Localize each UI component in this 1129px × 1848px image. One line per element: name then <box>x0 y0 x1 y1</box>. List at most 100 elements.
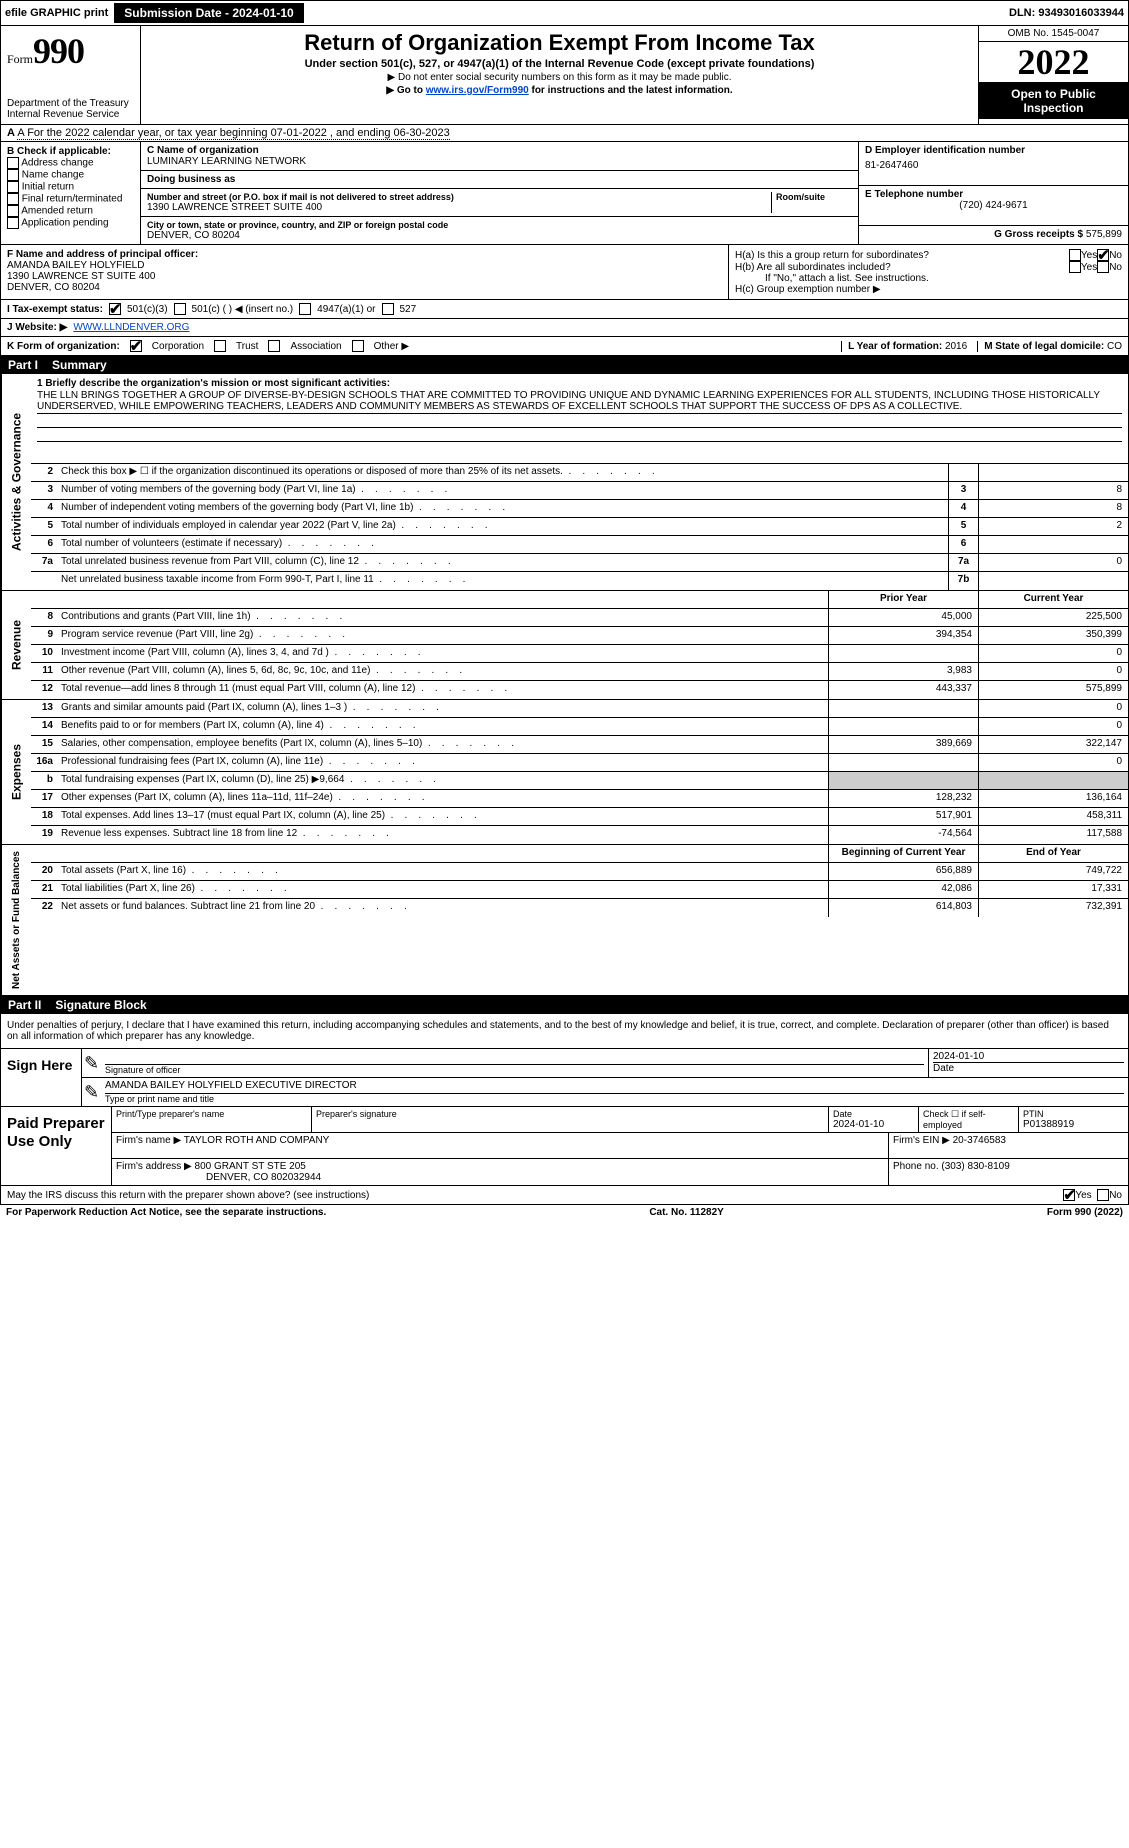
netassets-section: Net Assets or Fund Balances Beginning of… <box>0 845 1129 996</box>
pen-icon: ✎ <box>81 1049 101 1077</box>
side-label-governance: Activities & Governance <box>1 374 31 590</box>
row-i-tax-status: I Tax-exempt status: 501(c)(3) 501(c) ( … <box>0 300 1129 319</box>
check-501c3[interactable] <box>109 303 121 315</box>
firm-addr1: 800 GRANT ST STE 205 <box>195 1161 306 1172</box>
firm-ein: 20-3746583 <box>953 1135 1006 1146</box>
table-row: 12Total revenue—add lines 8 through 11 (… <box>31 681 1128 699</box>
hb-no[interactable] <box>1097 261 1109 273</box>
signature-intro: Under penalties of perjury, I declare th… <box>0 1014 1129 1049</box>
ssn-note: ▶ Do not enter social security numbers o… <box>149 72 970 83</box>
goto-note: ▶ Go to www.irs.gov/Form990 for instruct… <box>149 85 970 96</box>
part-2-header: Part II Signature Block <box>0 996 1129 1014</box>
ha-no[interactable] <box>1097 249 1109 261</box>
city-value: DENVER, CO 80204 <box>147 230 852 241</box>
check-amended-return[interactable]: Amended return <box>7 205 134 217</box>
signature-line[interactable] <box>105 1051 924 1065</box>
check-final-return[interactable]: Final return/terminated <box>7 193 134 205</box>
year-headers: Prior Year Current Year <box>31 591 1128 609</box>
hb-label: H(b) Are all subordinates included? <box>735 262 1069 273</box>
hc-label: H(c) Group exemption number ▶ <box>735 284 1122 295</box>
domicile-value: CO <box>1107 341 1122 352</box>
firm-name: TAYLOR ROTH AND COMPANY <box>184 1135 330 1146</box>
revenue-section: Revenue Prior Year Current Year 8Contrib… <box>0 591 1129 700</box>
open-to-public: Open to Public Inspection <box>979 83 1128 119</box>
check-association[interactable] <box>268 340 280 352</box>
col-c-org-info: C Name of organization LUMINARY LEARNING… <box>141 142 858 244</box>
ein-label: D Employer identification number <box>865 145 1122 156</box>
check-initial-return[interactable]: Initial return <box>7 181 134 193</box>
discuss-yes[interactable] <box>1063 1189 1075 1201</box>
net-headers: Beginning of Current Year End of Year <box>31 845 1128 863</box>
officer-name: AMANDA BAILEY HOLYFIELD <box>7 260 722 271</box>
footer-line: For Paperwork Reduction Act Notice, see … <box>0 1205 1129 1220</box>
table-row: 15Salaries, other compensation, employee… <box>31 736 1128 754</box>
paid-preparer-label: Paid Preparer Use Only <box>1 1107 111 1185</box>
pen-icon: ✎ <box>81 1078 101 1106</box>
col-b-checkboxes: B Check if applicable: Address change Na… <box>1 142 141 244</box>
form-header: Form990 Department of the Treasury Inter… <box>0 26 1129 125</box>
form-footer: Form 990 (2022) <box>1047 1207 1123 1218</box>
check-address-change[interactable]: Address change <box>7 157 134 169</box>
side-label-revenue: Revenue <box>1 591 31 699</box>
phone-label: E Telephone number <box>865 189 1122 200</box>
org-name-label: C Name of organization <box>147 145 852 156</box>
tax-year: 2022 <box>979 42 1128 83</box>
check-527[interactable] <box>382 303 394 315</box>
gross-receipts-label: G Gross receipts $ <box>994 229 1083 240</box>
table-row: 20Total assets (Part X, line 16)656,8897… <box>31 863 1128 881</box>
discuss-no[interactable] <box>1097 1189 1109 1201</box>
table-row: 11Other revenue (Part VIII, column (A), … <box>31 663 1128 681</box>
table-row: 19Revenue less expenses. Subtract line 1… <box>31 826 1128 844</box>
table-row: 3Number of voting members of the governi… <box>31 482 1128 500</box>
ha-label: H(a) Is this a group return for subordin… <box>735 250 1069 261</box>
officer-addr2: DENVER, CO 80204 <box>7 282 722 293</box>
paid-preparer-block: Paid Preparer Use Only Print/Type prepar… <box>0 1107 1129 1186</box>
efile-top-bar: efile GRAPHIC print Submission Date - 20… <box>0 0 1129 26</box>
table-row: 2Check this box ▶ ☐ if the organization … <box>31 464 1128 482</box>
table-row: Net unrelated business taxable income fr… <box>31 572 1128 590</box>
cat-no: Cat. No. 11282Y <box>649 1207 723 1218</box>
part-1-header: Part I Summary <box>0 356 1129 374</box>
table-row: 14Benefits paid to or for members (Part … <box>31 718 1128 736</box>
form-title: Return of Organization Exempt From Incom… <box>149 30 970 56</box>
check-trust[interactable] <box>214 340 226 352</box>
check-self-employed[interactable]: Check ☐ if self-employed <box>918 1107 1018 1132</box>
room-label: Room/suite <box>776 192 852 202</box>
mission-box: 1 Briefly describe the organization's mi… <box>31 374 1128 464</box>
check-name-change[interactable]: Name change <box>7 169 134 181</box>
table-row: 18Total expenses. Add lines 13–17 (must … <box>31 808 1128 826</box>
table-row: 8Contributions and grants (Part VIII, li… <box>31 609 1128 627</box>
check-application-pending[interactable]: Application pending <box>7 217 134 229</box>
omb-number: OMB No. 1545-0047 <box>979 26 1128 42</box>
side-label-expenses: Expenses <box>1 700 31 844</box>
submission-date-button[interactable]: Submission Date - 2024-01-10 <box>114 3 303 23</box>
firm-addr2: DENVER, CO 802032944 <box>116 1172 321 1183</box>
officer-addr1: 1390 LAWRENCE ST SUITE 400 <box>7 271 722 282</box>
website-link[interactable]: WWW.LLNDENVER.ORG <box>73 322 189 333</box>
col-h-group: H(a) Is this a group return for subordin… <box>728 245 1128 299</box>
sig-date-value: 2024-01-10 <box>933 1051 1124 1062</box>
ha-yes[interactable] <box>1069 249 1081 261</box>
check-501c[interactable] <box>174 303 186 315</box>
table-row: 6Total number of volunteers (estimate if… <box>31 536 1128 554</box>
table-row: 10Investment income (Part VIII, column (… <box>31 645 1128 663</box>
row-j-website: J Website: ▶ WWW.LLNDENVER.ORG <box>0 319 1129 337</box>
discuss-row: May the IRS discuss this return with the… <box>0 1186 1129 1205</box>
street-value: 1390 LAWRENCE STREET SUITE 400 <box>147 202 767 213</box>
dept-treasury: Department of the Treasury <box>7 98 134 109</box>
check-other[interactable] <box>352 340 364 352</box>
prep-date: 2024-01-10 <box>833 1119 914 1130</box>
gross-receipts-value: 575,899 <box>1086 229 1122 240</box>
irs-link[interactable]: www.irs.gov/Form990 <box>426 85 529 96</box>
check-4947[interactable] <box>299 303 311 315</box>
row-a-tax-year: A A For the 2022 calendar year, or tax y… <box>0 125 1129 142</box>
governance-section: Activities & Governance 1 Briefly descri… <box>0 374 1129 591</box>
table-row: 16aProfessional fundraising fees (Part I… <box>31 754 1128 772</box>
street-label: Number and street (or P.O. box if mail i… <box>147 192 767 202</box>
check-corporation[interactable] <box>130 340 142 352</box>
pra-notice: For Paperwork Reduction Act Notice, see … <box>6 1207 326 1218</box>
year-formation: 2016 <box>945 341 967 352</box>
header-left: Form990 Department of the Treasury Inter… <box>1 26 141 124</box>
hb-yes[interactable] <box>1069 261 1081 273</box>
org-name: LUMINARY LEARNING NETWORK <box>147 156 852 167</box>
